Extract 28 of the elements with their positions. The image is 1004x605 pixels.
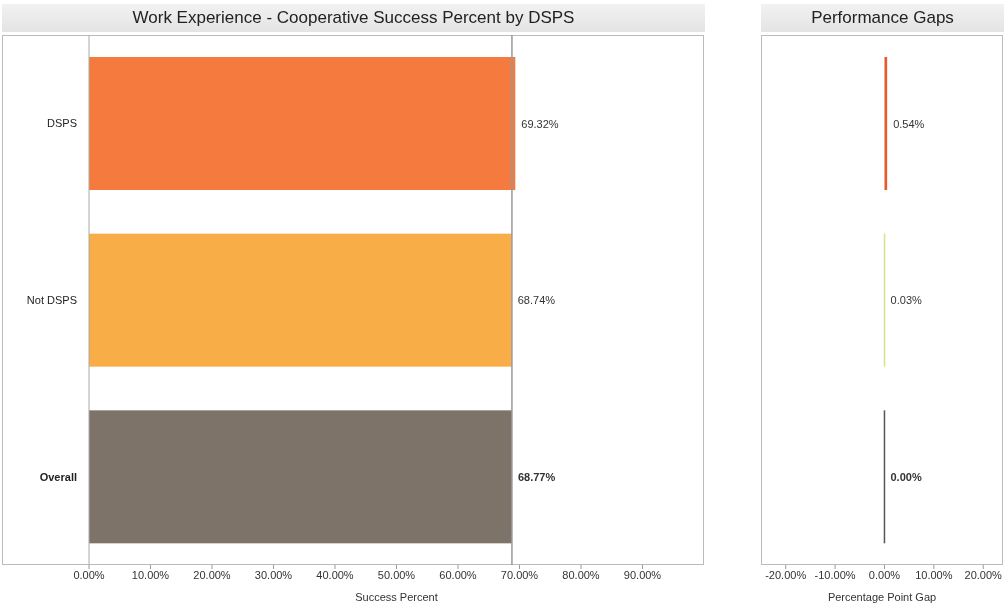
x-tick-label: 90.00% xyxy=(623,568,662,581)
x-axis-title: Percentage Point Gap xyxy=(827,591,937,603)
data-label: 68.74% xyxy=(517,294,556,307)
x-tick-label: 0.00% xyxy=(868,568,901,581)
data-label: 69.32% xyxy=(521,117,559,130)
y-tick-label: DSPS xyxy=(47,117,77,130)
x-tick-label: 40.00% xyxy=(316,568,354,581)
data-label: 0.54% xyxy=(893,117,925,130)
x-tick-label: 30.00% xyxy=(254,568,293,581)
x-tick-label: 20.00% xyxy=(193,568,231,581)
y-tick-label: Not DSPS xyxy=(26,294,77,306)
x-axis-title: Success Percent xyxy=(355,591,438,603)
x-tick-label: 10.00% xyxy=(915,568,953,581)
chart-title: Work Experience - Cooperative Success Percent by DSPS xyxy=(2,4,705,32)
x-tick-label: 50.00% xyxy=(377,568,416,581)
x-tick-label: 10.00% xyxy=(131,568,170,581)
y-tick-label: Overall xyxy=(39,470,77,483)
chart-title: Performance Gaps xyxy=(761,4,1004,32)
data-label: 0.00% xyxy=(890,470,922,483)
x-tick-label: 60.00% xyxy=(439,568,477,581)
x-tick-label: 20.00% xyxy=(964,568,1003,581)
x-tick-label: -20.00% xyxy=(765,568,807,581)
data-label: 68.77% xyxy=(517,470,556,483)
x-tick-label: 70.00% xyxy=(500,568,539,581)
x-tick-label: -10.00% xyxy=(814,568,856,581)
x-tick-label: 80.00% xyxy=(562,568,600,581)
x-tick-label: 0.00% xyxy=(73,568,105,581)
data-label: 0.03% xyxy=(890,294,923,307)
